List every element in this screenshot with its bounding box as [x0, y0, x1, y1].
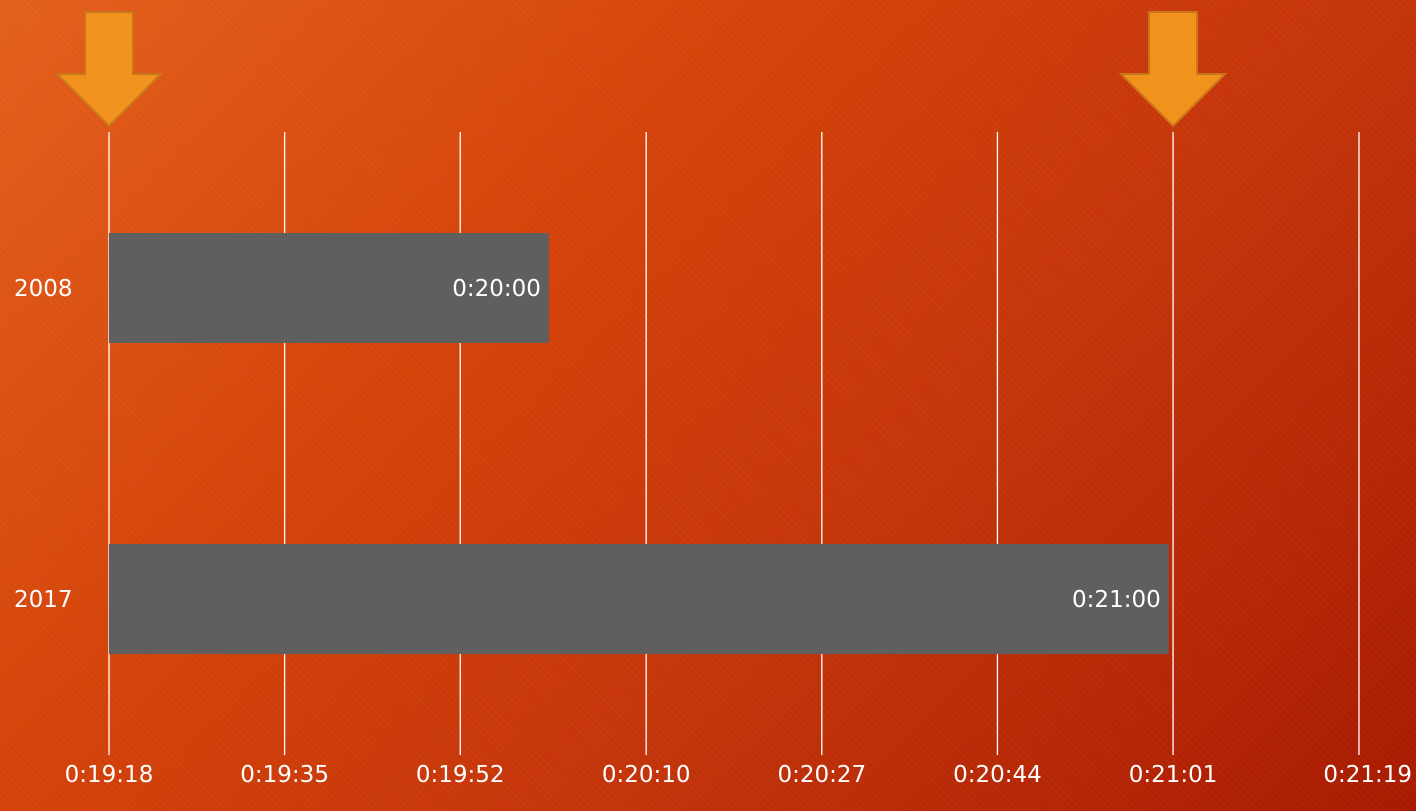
- x-tick-label: 0:19:52: [416, 762, 505, 788]
- category-label: 2017: [14, 587, 73, 613]
- x-tick-label: 0:20:27: [777, 762, 866, 788]
- x-tick-label: 0:21:19: [1323, 762, 1412, 788]
- bar: [109, 544, 1169, 654]
- bar: [109, 233, 549, 343]
- data-label: 0:21:00: [1072, 587, 1161, 613]
- down-arrow-icon: [1118, 11, 1228, 128]
- x-tick-label: 0:21:01: [1129, 762, 1218, 788]
- x-tick-label: 0:19:35: [240, 762, 329, 788]
- data-label: 0:20:00: [452, 276, 541, 302]
- x-tick-label: 0:20:44: [953, 762, 1042, 788]
- down-arrow-icon: [54, 11, 164, 128]
- x-tick-label: 0:20:10: [602, 762, 691, 788]
- category-label: 2008: [14, 276, 73, 302]
- x-tick-label: 0:19:18: [65, 762, 154, 788]
